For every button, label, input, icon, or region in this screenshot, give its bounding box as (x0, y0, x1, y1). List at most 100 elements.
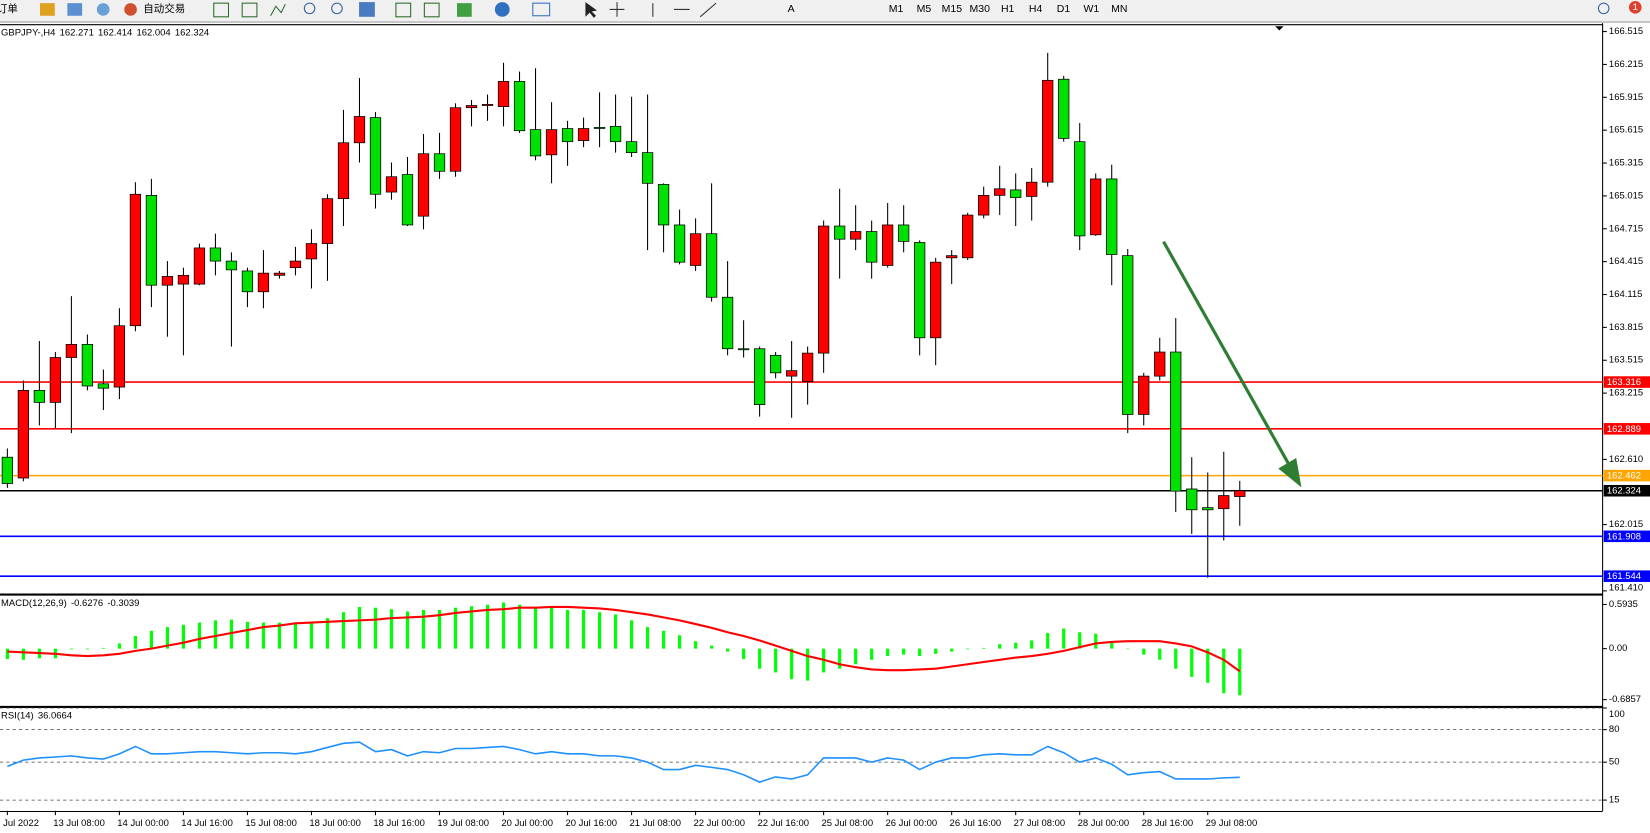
y-tick-label: 80 (1609, 724, 1620, 735)
x-tick-label: 28 Jul 16:00 (1142, 818, 1194, 829)
icon[interactable] (40, 3, 55, 16)
candle-body (737, 348, 750, 351)
crosshair-tool[interactable] (609, 2, 625, 17)
macd-bar (101, 647, 105, 649)
candle-body (801, 352, 814, 382)
badge[interactable] (1628, 1, 1642, 14)
timeframe-button[interactable]: M15 (942, 3, 963, 15)
candle-body (657, 184, 670, 226)
cursor-tool[interactable] (585, 2, 598, 18)
x-tick-label: 28 Jul 00:00 (1078, 818, 1130, 829)
candle-body (769, 354, 782, 374)
text-tool[interactable]: A (788, 3, 795, 15)
x-tick-label: 14 Jul 16:00 (181, 818, 233, 829)
candle-body (1138, 375, 1150, 415)
macd-bar (1174, 648, 1178, 669)
macd-bar (1222, 648, 1226, 694)
y-tick-label: 162.015 (1609, 519, 1643, 530)
icon[interactable] (241, 2, 258, 18)
icon[interactable] (456, 3, 472, 17)
icon[interactable] (532, 2, 551, 17)
candle-body (994, 188, 1006, 196)
autotrade-icon[interactable] (124, 3, 137, 16)
icon[interactable] (213, 2, 230, 18)
macd-bar (517, 604, 522, 649)
macd-bar (758, 648, 762, 669)
x-tick-label: 22 Jul 00:00 (693, 818, 745, 829)
macd-bar (629, 620, 634, 649)
candle-body (1010, 189, 1022, 198)
macd-bar (549, 607, 554, 649)
candle-body (305, 243, 318, 260)
autotrade-button[interactable]: 自动交易 (143, 2, 185, 15)
timeframe-button[interactable]: W1 (1084, 3, 1100, 15)
macd-bar (501, 602, 506, 649)
zoom-out[interactable] (331, 2, 343, 15)
price-level-tag (1603, 469, 1650, 482)
y-tick-label: 165.915 (1609, 92, 1643, 103)
macd-bar (1046, 633, 1050, 649)
icon[interactable] (359, 2, 375, 17)
candle-body (241, 270, 254, 293)
candle-body (225, 260, 238, 271)
icon[interactable] (423, 2, 440, 18)
x-tick-label: 26 Jul 00:00 (886, 818, 938, 829)
macd-bar (662, 630, 666, 649)
y-tick-label: 163.815 (1609, 322, 1643, 333)
macd-bar (838, 648, 842, 669)
timeframe-button[interactable]: MN (1111, 3, 1127, 15)
icon[interactable] (96, 3, 110, 16)
candle-body (513, 81, 526, 132)
zoom-in[interactable] (303, 2, 316, 15)
candle-body (1234, 490, 1246, 497)
candle-body (641, 152, 654, 184)
y-tick-label: 164.415 (1609, 256, 1643, 267)
y-tick-label: 161.410 (1609, 583, 1643, 594)
macd-bar (149, 630, 153, 649)
candle-body (1, 456, 14, 484)
candle-body (1154, 351, 1166, 377)
x-tick-label: 27 Jul 08:00 (1014, 818, 1066, 829)
macd-bar (774, 648, 778, 673)
y-tick-label: 163.515 (1609, 355, 1643, 366)
macd-bar (245, 621, 250, 649)
candle-body (193, 247, 206, 285)
candle-body (1122, 255, 1134, 415)
icon[interactable] (270, 3, 286, 17)
icon[interactable] (67, 3, 83, 16)
macd-bar (1158, 648, 1162, 660)
candle-body (817, 225, 830, 354)
candle-body (497, 81, 510, 107)
timeframe-button[interactable]: M5 (917, 3, 932, 15)
icon[interactable] (395, 2, 412, 18)
macd-bar (1190, 648, 1194, 677)
macd-bar (934, 648, 938, 654)
y-tick-label: -0.6857 (1609, 694, 1641, 705)
trendline-tool[interactable] (699, 2, 717, 18)
candle-body (289, 260, 302, 269)
macd-bar (998, 644, 1002, 649)
order-button[interactable]: 订单 (0, 3, 18, 15)
macd-bar (597, 612, 602, 649)
timeframe-button[interactable]: H4 (1029, 3, 1043, 15)
y-tick-label: 0.5935 (1609, 599, 1638, 610)
timeframe-button[interactable]: M30 (970, 3, 991, 15)
search[interactable] (1597, 2, 1610, 15)
timeframe-button[interactable]: D1 (1057, 3, 1071, 15)
timeframe-button[interactable]: H1 (1001, 3, 1015, 15)
candle-body (337, 142, 350, 200)
y-tick-label: 0.00 (1609, 643, 1627, 654)
macd-bar (790, 648, 794, 680)
candle-body (898, 224, 910, 242)
y-tick-label: 165.015 (1609, 190, 1643, 201)
icon[interactable] (494, 2, 510, 17)
pane-header: RSI(14) 36.0664 (1, 710, 72, 721)
price-level-tag (1603, 423, 1650, 435)
x-tick-label: 21 Jul 08:00 (629, 818, 681, 829)
macd-bar (565, 609, 570, 649)
y-tick-label: 100 (1609, 709, 1625, 720)
macd-bar (389, 609, 394, 649)
timeframe-button[interactable]: M1 (889, 3, 904, 15)
macd-bar (918, 648, 922, 657)
macd-bar (421, 609, 426, 649)
